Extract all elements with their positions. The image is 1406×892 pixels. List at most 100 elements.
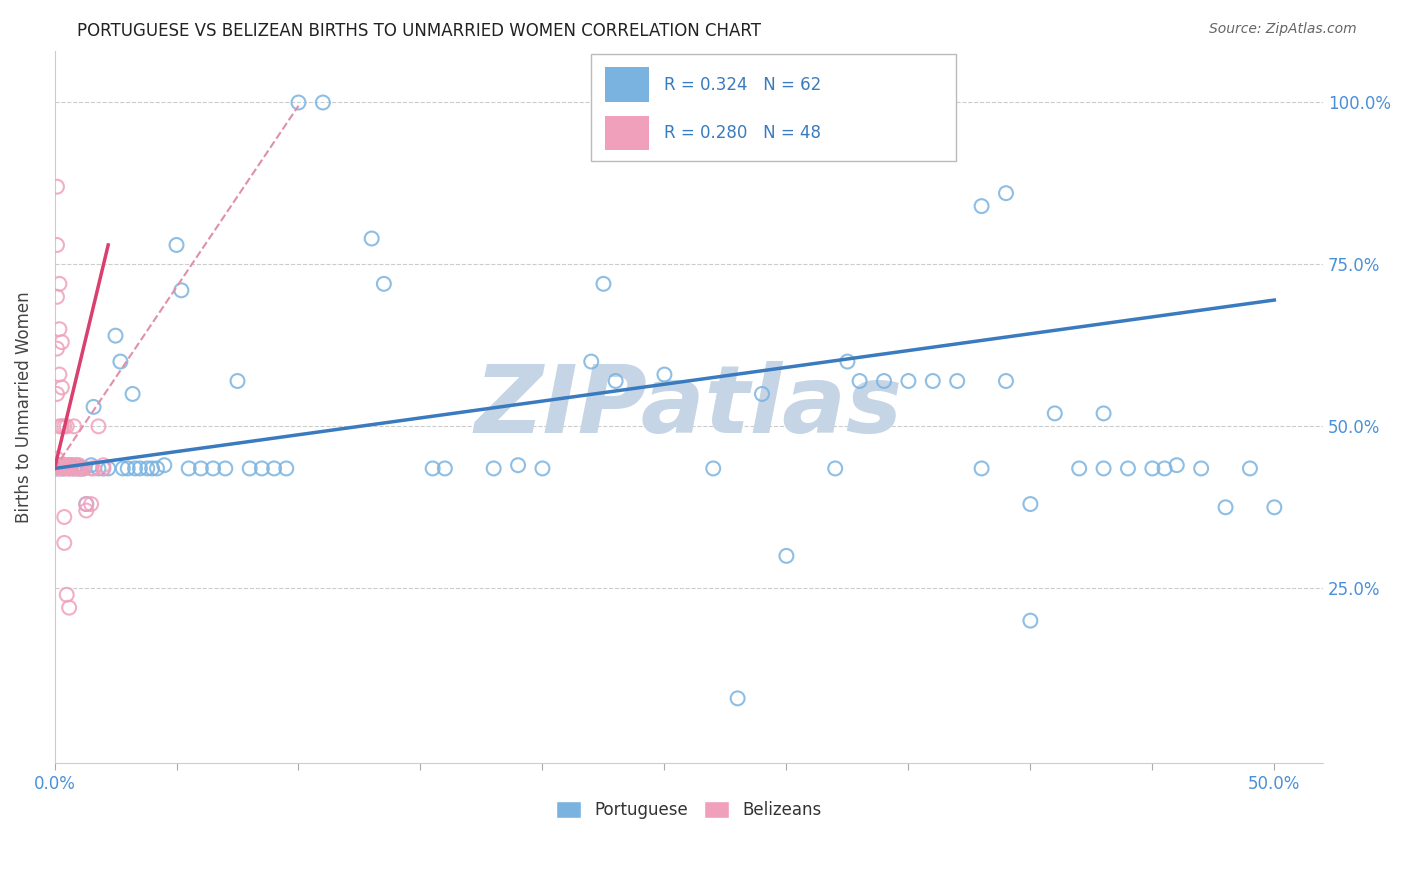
Point [48, 277, 70, 291]
Point [433, 461, 456, 475]
Point [48, 458, 70, 473]
Point [67, 461, 90, 475]
Point [75, 503, 97, 517]
Point [91, 461, 114, 475]
Point [46, 179, 69, 194]
Point [136, 461, 159, 475]
Point [46, 238, 69, 252]
Point [104, 328, 127, 343]
Point [170, 283, 193, 297]
Point [592, 277, 614, 291]
FancyBboxPatch shape [605, 68, 650, 102]
Point [360, 231, 382, 245]
Point [63, 461, 86, 475]
Point [1215, 500, 1237, 515]
Point [250, 461, 273, 475]
Point [53, 510, 76, 524]
Point [46, 461, 69, 475]
Point [1092, 461, 1115, 475]
Point [63, 461, 86, 475]
Point [605, 374, 627, 388]
Point [83, 461, 105, 475]
Point [51, 461, 73, 475]
Point [58, 600, 80, 615]
Point [226, 374, 249, 388]
Point [65, 461, 87, 475]
Point [946, 374, 969, 388]
Point [727, 691, 749, 706]
Point [60, 461, 83, 475]
FancyBboxPatch shape [605, 116, 650, 150]
Point [702, 461, 724, 475]
Point [70, 461, 93, 475]
Point [65, 458, 87, 473]
Point [1069, 461, 1091, 475]
Point [824, 461, 846, 475]
Point [55, 458, 77, 473]
Point [177, 461, 200, 475]
Point [53, 458, 76, 473]
Point [73, 461, 96, 475]
Point [1019, 497, 1042, 511]
Point [51, 458, 73, 473]
Point [97, 461, 120, 475]
Point [83, 400, 105, 414]
Point [897, 374, 920, 388]
Point [48, 458, 70, 473]
Point [202, 461, 225, 475]
Point [53, 461, 76, 475]
Point [110, 354, 132, 368]
Point [91, 461, 114, 475]
Point [46, 342, 69, 356]
Point [55, 419, 77, 434]
Point [287, 95, 309, 110]
FancyBboxPatch shape [591, 54, 956, 161]
Point [873, 374, 896, 388]
Point [1166, 458, 1188, 473]
Point [51, 461, 73, 475]
Point [121, 387, 143, 401]
Point [482, 461, 505, 475]
Point [111, 461, 134, 475]
Point [91, 458, 114, 473]
Point [129, 461, 152, 475]
Text: Source: ZipAtlas.com: Source: ZipAtlas.com [1209, 22, 1357, 37]
Point [53, 536, 76, 550]
Point [1019, 614, 1042, 628]
Point [581, 354, 603, 368]
Point [46, 387, 69, 401]
Point [531, 461, 554, 475]
Point [75, 497, 97, 511]
Point [67, 458, 90, 473]
Point [141, 461, 163, 475]
Point [55, 588, 77, 602]
Point [70, 461, 93, 475]
Text: R = 0.324   N = 62: R = 0.324 N = 62 [664, 76, 821, 94]
Point [970, 199, 993, 213]
Point [87, 419, 110, 434]
Point [55, 458, 77, 473]
Point [63, 419, 86, 434]
Point [58, 461, 80, 475]
Point [48, 322, 70, 336]
Point [46, 290, 69, 304]
Point [80, 461, 103, 475]
Point [51, 380, 73, 394]
Point [1153, 461, 1175, 475]
Point [46, 461, 69, 475]
Point [67, 461, 90, 475]
Point [87, 461, 110, 475]
Point [312, 95, 335, 110]
Point [190, 461, 212, 475]
Point [422, 461, 444, 475]
Point [46, 451, 69, 466]
Point [1263, 500, 1285, 515]
Point [60, 458, 83, 473]
Point [124, 461, 146, 475]
Point [263, 461, 285, 475]
Point [80, 497, 103, 511]
Point [1189, 461, 1212, 475]
Point [48, 419, 70, 434]
Text: R = 0.280   N = 48: R = 0.280 N = 48 [664, 124, 821, 142]
Point [48, 368, 70, 382]
